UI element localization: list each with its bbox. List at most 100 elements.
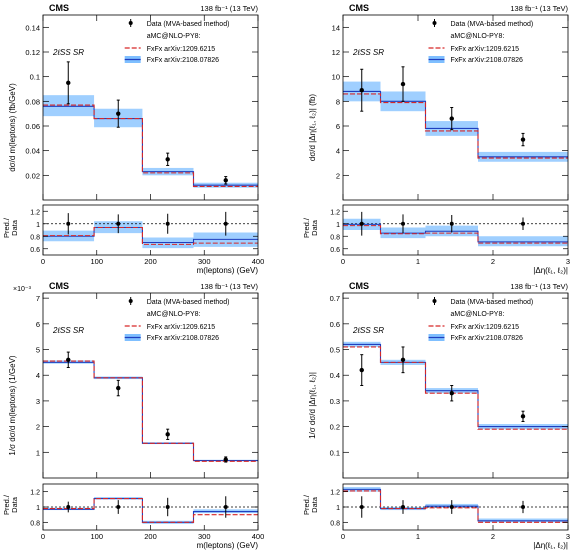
y-tick-label: 7 bbox=[36, 294, 40, 303]
cms-label: CMS bbox=[349, 3, 369, 13]
ratio-y-label-top: Pred./ bbox=[302, 494, 311, 515]
lumi-label: 138 fb⁻¹ (13 TeV) bbox=[200, 4, 258, 13]
ratio-y-tick-label: 0.6 bbox=[30, 247, 40, 254]
y-tick-label: 8 bbox=[336, 97, 340, 106]
legend-ref2-label: FxFx arXiv:2108.07826 bbox=[147, 335, 219, 342]
ratio-y-label-top: Pred./ bbox=[302, 217, 311, 238]
y-axis-label: dσ/d |Δη(ℓ₁, ℓ₂)| (fb) bbox=[308, 94, 317, 162]
y-tick-label: 0.6 bbox=[330, 320, 340, 329]
ratio-y-tick-label: 1.2 bbox=[30, 209, 40, 216]
y-tick-label: 12 bbox=[332, 48, 340, 57]
x-tick-label: 100 bbox=[90, 532, 103, 541]
y-tick-label: 0.04 bbox=[25, 147, 40, 156]
x-tick-label: 1 bbox=[416, 532, 420, 541]
x-tick-label: 0 bbox=[341, 532, 345, 541]
y-tick-label: 2 bbox=[336, 171, 340, 180]
x-tick-label: 0 bbox=[41, 257, 45, 266]
y-tick-label: 0.7 bbox=[330, 294, 340, 303]
legend-ref2-label: FxFx arXiv:2108.07826 bbox=[451, 335, 523, 342]
ratio-frame bbox=[342, 204, 569, 256]
x-tick-label: 200 bbox=[144, 257, 157, 266]
ratio-data-point bbox=[116, 505, 121, 509]
x-axis-label: |Δη(ℓ₁, ℓ₂)| bbox=[533, 541, 568, 550]
main-frame bbox=[342, 14, 569, 201]
y-axis-label: 1/σ dσ/d |Δη(ℓ₁, ℓ₂)| bbox=[308, 372, 317, 439]
region-label: 2ℓSS SR bbox=[352, 48, 384, 57]
ratio-y-label-bottom: Data bbox=[310, 496, 319, 513]
legend-header: aMC@NLO-PY8: bbox=[451, 33, 505, 40]
cms-label: CMS bbox=[49, 3, 69, 13]
lumi-label: 138 fb⁻¹ (13 TeV) bbox=[510, 282, 568, 291]
y-tick-label: 5 bbox=[36, 346, 40, 355]
y-tick-label: 0.3 bbox=[330, 397, 340, 406]
ratio-data-point bbox=[223, 505, 228, 509]
ratio-data-point bbox=[165, 221, 170, 226]
ratio-line-ref1 bbox=[43, 498, 258, 523]
legend-ref2-label: FxFx arXiv:2108.07826 bbox=[147, 57, 219, 64]
region-label: 2ℓSS SR bbox=[352, 326, 384, 335]
ratio-line-ref1 bbox=[43, 226, 258, 245]
main-frame bbox=[42, 292, 259, 479]
legend-data-marker bbox=[432, 21, 437, 25]
y-tick-label: 4 bbox=[36, 371, 40, 380]
y-tick-label: 0.14 bbox=[25, 23, 40, 32]
panel-bottom-right: 0.1 0.2 0.3 0.4 0.5 0.6 0.7 1/σ dσ/d |Δη(ℓ₁, ℓ₂… bbox=[302, 281, 570, 550]
ratio-y-tick-label: 0.6 bbox=[330, 247, 340, 254]
ratio-data-point bbox=[116, 221, 121, 226]
panel-top-left: 0.02 0.04 0.06 0.08 0.1 0.12 0.14 dσ/d m(lepton… bbox=[2, 3, 264, 275]
legend-ref1-label: FxFx arXiv:1209.6215 bbox=[451, 46, 520, 53]
ratio-y-tick-label: 0.8 bbox=[30, 234, 40, 241]
y-tick-label: 3 bbox=[36, 397, 40, 406]
ratio-y-label-bottom: Data bbox=[310, 219, 319, 236]
cms-label: CMS bbox=[49, 281, 69, 291]
x-tick-label: 100 bbox=[90, 257, 103, 266]
ratio-y-tick-label: 0.8 bbox=[30, 520, 40, 527]
x-tick-label: 400 bbox=[252, 532, 265, 541]
legend-header: aMC@NLO-PY8: bbox=[147, 33, 201, 40]
x-tick-label: 300 bbox=[198, 532, 211, 541]
x-axis-label: m(leptons) (GeV) bbox=[197, 266, 259, 275]
ratio-data-point bbox=[401, 505, 405, 509]
lumi-label: 138 fb⁻¹ (13 TeV) bbox=[200, 282, 258, 291]
main-frame bbox=[342, 292, 569, 479]
x-tick-label: 300 bbox=[198, 257, 211, 266]
legend-data-label: Data (MVA-based method) bbox=[451, 21, 534, 28]
y-axis-label: dσ/d m(leptons) (fb/GeV) bbox=[8, 83, 17, 172]
legend-header: aMC@NLO-PY8: bbox=[147, 311, 201, 318]
y-exponent: ×10⁻³ bbox=[13, 286, 32, 293]
ratio-y-tick-label: 1.2 bbox=[330, 209, 340, 216]
y-tick-label: 6 bbox=[36, 320, 40, 329]
series-line-ref1 bbox=[343, 346, 568, 430]
y-tick-label: 0.06 bbox=[25, 122, 40, 131]
x-tick-label: 1 bbox=[416, 257, 420, 266]
ratio-line-ref1 bbox=[343, 225, 568, 244]
data-point bbox=[520, 137, 526, 142]
x-axis-label: |Δη(ℓ₁, ℓ₂)| bbox=[533, 266, 568, 275]
legend-data-marker bbox=[432, 299, 437, 303]
legend-data-marker bbox=[128, 299, 133, 303]
ratio-y-tick-label: 0.8 bbox=[330, 520, 340, 527]
legend-ref2-label: FxFx arXiv:2108.07826 bbox=[451, 57, 523, 64]
data-point bbox=[116, 111, 121, 116]
ratio-y-tick-label: 1 bbox=[336, 505, 340, 512]
data-point bbox=[165, 432, 170, 437]
y-tick-label: 0.08 bbox=[25, 97, 40, 106]
ratio-y-label-bottom: Data bbox=[10, 219, 19, 236]
y-tick-label: 2 bbox=[36, 423, 40, 432]
ratio-y-label-top: Pred./ bbox=[2, 217, 11, 238]
x-axis-label: m(leptons) (GeV) bbox=[197, 541, 259, 550]
series-line-ref2 bbox=[43, 361, 258, 462]
data-point bbox=[223, 457, 228, 462]
ratio-data-point bbox=[521, 505, 525, 509]
region-label: 2ℓSS SR bbox=[52, 48, 84, 57]
y-tick-label: 0.02 bbox=[25, 171, 40, 180]
x-tick-label: 3 bbox=[566, 257, 570, 266]
ratio-y-tick-label: 0.8 bbox=[330, 234, 340, 241]
legend-ref1-label: FxFx arXiv:1209.6215 bbox=[147, 324, 216, 331]
ratio-data-point bbox=[165, 505, 170, 509]
data-point bbox=[449, 116, 454, 121]
data-point bbox=[400, 81, 406, 87]
ratio-y-tick-label: 1.2 bbox=[30, 490, 40, 497]
